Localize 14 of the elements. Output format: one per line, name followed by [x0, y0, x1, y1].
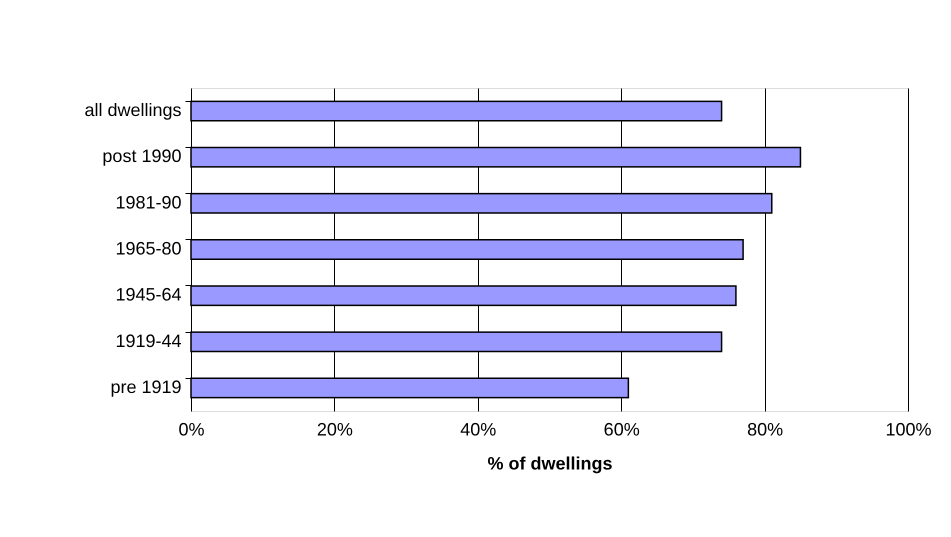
y-tick-label: 1981-90	[115, 192, 182, 212]
y-tick-label: 1965-80	[115, 238, 182, 258]
x-tick-label: 60%	[604, 420, 640, 440]
x-tick-label: 100%	[885, 420, 932, 440]
y-tick-label: all dwellings	[84, 100, 182, 120]
x-tick-label: 0%	[178, 420, 205, 440]
x-axis-title: % of dwellings	[487, 454, 613, 474]
y-tick-label: post 1990	[102, 146, 182, 166]
y-tick-label: 1945-64	[115, 284, 182, 305]
x-tick-label: 40%	[460, 420, 496, 440]
y-tick-label: 1919-44	[115, 330, 182, 351]
y-tick-label: pre 1919	[110, 376, 182, 397]
x-tick-label: 80%	[747, 420, 784, 440]
x-tick-label: 20%	[316, 420, 353, 440]
